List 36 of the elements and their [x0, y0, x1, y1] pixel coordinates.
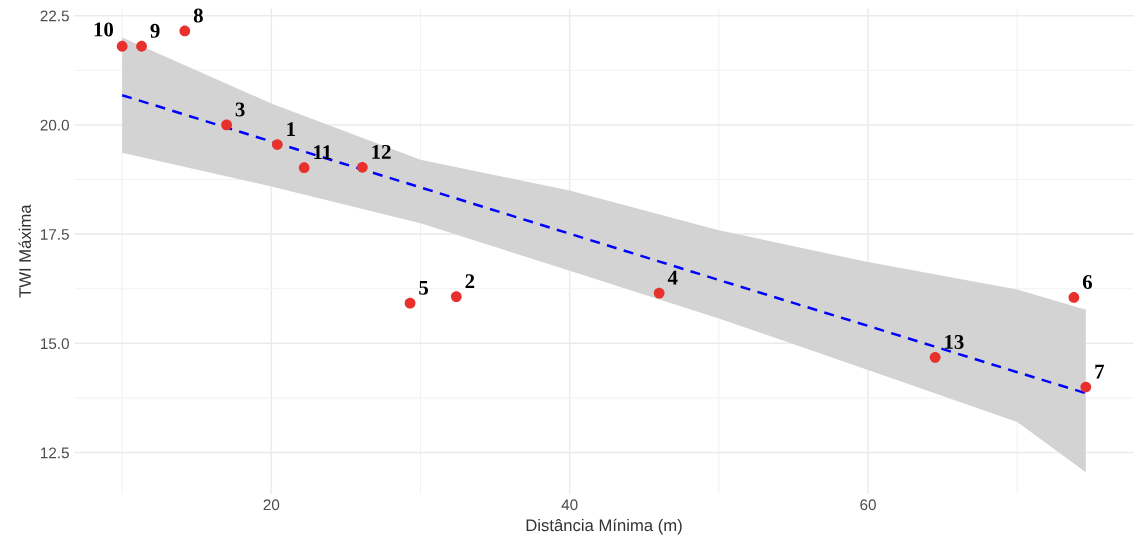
y-tick-label: 20.0 — [40, 119, 69, 131]
x-tick-label: 20 — [263, 499, 280, 511]
point — [179, 25, 191, 37]
point — [356, 161, 368, 173]
y-tick-label: 15.0 — [41, 338, 69, 350]
y-tick-label: 17.5 — [41, 229, 69, 240]
annotation: 8 — [193, 8, 203, 23]
x-tick-label: 40 — [561, 499, 578, 511]
point — [1068, 292, 1080, 303]
annotation: 4 — [667, 270, 678, 285]
annotation: 12 — [372, 144, 391, 159]
point — [136, 40, 147, 52]
point — [116, 40, 128, 52]
point — [271, 139, 283, 150]
annotation: 10 — [94, 22, 114, 37]
annotation: 9 — [150, 23, 160, 38]
annotation: 3 — [235, 102, 245, 117]
point — [221, 119, 232, 131]
annotation: 5 — [419, 280, 429, 295]
annotation: 7 — [1095, 364, 1105, 379]
point — [653, 287, 665, 299]
x-axis-title: Distância Mínima (m) — [526, 518, 682, 535]
point — [929, 351, 941, 363]
x-tick-label: 60 — [860, 499, 876, 511]
y-tick-label: 22.5 — [40, 10, 69, 22]
y-tick-label: 12.5 — [41, 447, 69, 459]
point — [1080, 381, 1092, 393]
annotation: 13 — [945, 334, 964, 349]
annotation: 2 — [465, 274, 475, 288]
point — [298, 162, 310, 174]
annotation: 6 — [1082, 275, 1093, 290]
annotation: 11 — [314, 145, 332, 160]
point — [404, 297, 416, 309]
y-axis-title: TWI Máxima — [18, 204, 31, 298]
annotation: 1 — [287, 122, 295, 136]
point — [450, 291, 462, 302]
